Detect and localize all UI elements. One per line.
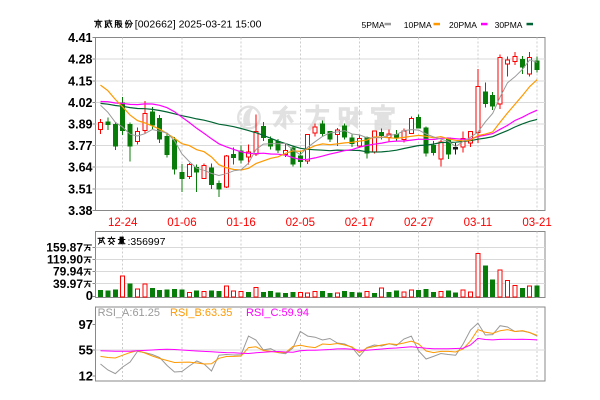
svg-text:[002662] 2025-03-21 15:00: [002662] 2025-03-21 15:00 [135, 19, 262, 31]
svg-text:01-06: 01-06 [167, 217, 196, 229]
svg-text:3.51: 3.51 [68, 182, 92, 196]
svg-text:10PMA: 10PMA [404, 20, 432, 30]
svg-text:03-11: 03-11 [464, 217, 493, 229]
svg-text:4.28: 4.28 [68, 53, 92, 67]
svg-text:3.77: 3.77 [68, 139, 92, 153]
svg-text:12-24: 12-24 [108, 217, 138, 229]
svg-text:0: 0 [86, 288, 93, 303]
svg-text:02-17: 02-17 [345, 217, 374, 229]
svg-text::356997: :356997 [128, 236, 166, 248]
svg-text:4.41: 4.41 [68, 31, 92, 45]
svg-text:20PMA: 20PMA [449, 20, 477, 30]
svg-text:RSI_A:61.25: RSI_A:61.25 [98, 307, 160, 319]
svg-text:3.38: 3.38 [68, 204, 92, 218]
svg-text:97: 97 [79, 317, 93, 332]
svg-text:02-27: 02-27 [404, 217, 433, 229]
svg-text:119.90: 119.90 [47, 253, 83, 267]
svg-text:3.89: 3.89 [68, 118, 92, 132]
svg-text:12: 12 [79, 369, 93, 384]
svg-text:39.97: 39.97 [53, 277, 83, 291]
svg-text:30PMA: 30PMA [495, 20, 523, 30]
svg-text:03-21: 03-21 [522, 217, 551, 229]
svg-text:159.87: 159.87 [46, 241, 83, 255]
svg-text:4.15: 4.15 [68, 74, 92, 88]
svg-text:4.02: 4.02 [68, 96, 92, 110]
svg-text:02-05: 02-05 [286, 217, 315, 229]
svg-text:3.64: 3.64 [68, 161, 92, 175]
svg-text:RSI_B:63.35: RSI_B:63.35 [170, 307, 232, 319]
svg-text:RSI_C:59.94: RSI_C:59.94 [246, 307, 309, 319]
svg-text:5PMA: 5PMA [362, 20, 385, 30]
svg-text:55: 55 [79, 343, 93, 358]
svg-text:01-16: 01-16 [226, 217, 255, 229]
svg-text:79.94: 79.94 [53, 265, 83, 279]
